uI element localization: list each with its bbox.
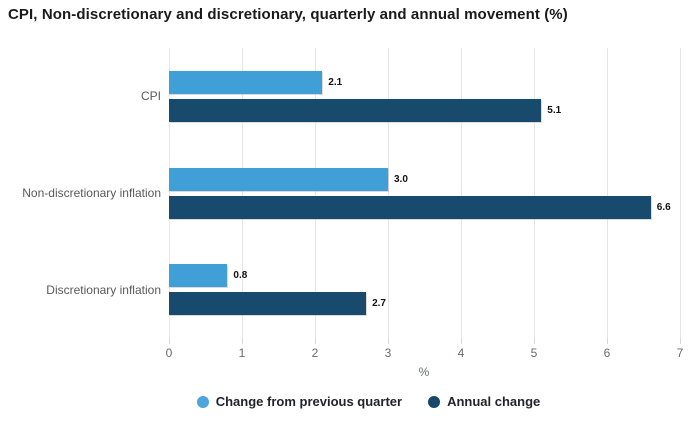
legend-item-change-from-previous-quarter[interactable]: Change from previous quarter bbox=[196, 394, 403, 409]
x-axis-title: % bbox=[418, 365, 430, 379]
x-axis-tick bbox=[315, 338, 316, 344]
gridline bbox=[169, 48, 170, 338]
bar-change-from-previous-quarter[interactable] bbox=[169, 70, 323, 94]
x-axis-tick bbox=[534, 338, 535, 344]
x-tick-label: 2 bbox=[311, 346, 319, 360]
x-axis-tick bbox=[388, 338, 389, 344]
x-tick-label: 5 bbox=[530, 346, 538, 360]
category-label: CPI bbox=[140, 89, 161, 104]
x-tick-label: 6 bbox=[603, 346, 611, 360]
bar-value-label: 6.6 bbox=[656, 201, 671, 213]
x-axis-tick bbox=[242, 338, 243, 344]
bar-value-label: 2.7 bbox=[372, 298, 386, 310]
x-axis-tick bbox=[680, 338, 681, 344]
bar-change-from-previous-quarter[interactable] bbox=[169, 264, 228, 288]
category-label: Discretionary inflation bbox=[46, 282, 161, 297]
chart-title: CPI, Non-discretionary and discretionary… bbox=[8, 6, 568, 23]
x-tick-label: 4 bbox=[457, 346, 465, 360]
legend-item-annual-change[interactable]: Annual change bbox=[428, 394, 540, 409]
legend-item-label: Annual change bbox=[447, 394, 541, 409]
bar-annual-change[interactable] bbox=[169, 98, 542, 122]
x-axis-tick bbox=[169, 338, 170, 344]
legend-item-label: Change from previous quarter bbox=[215, 394, 403, 409]
gridline bbox=[607, 48, 608, 338]
gridline bbox=[461, 48, 462, 338]
x-tick-label: 3 bbox=[384, 346, 392, 360]
x-axis-tick bbox=[461, 338, 462, 344]
bar-value-label: 0.8 bbox=[233, 270, 248, 282]
x-tick-label: 1 bbox=[238, 346, 246, 360]
gridline bbox=[388, 48, 389, 338]
gridline bbox=[680, 48, 681, 338]
legend-marker-icon bbox=[196, 395, 209, 408]
bar-value-label: 2.1 bbox=[328, 76, 343, 88]
plot-area: 2.1 5.1 3.0 6.6 0.8 2.7 bbox=[169, 48, 681, 338]
bar-change-from-previous-quarter[interactable] bbox=[169, 167, 388, 191]
category-label: Non-discretionary inflation bbox=[22, 186, 161, 200]
bar-annual-change[interactable] bbox=[169, 292, 367, 316]
bar-value-label: 3.0 bbox=[394, 173, 408, 185]
x-tick-label: 0 bbox=[165, 346, 173, 360]
legend-marker-icon bbox=[428, 395, 441, 408]
gridline bbox=[534, 48, 535, 338]
x-tick-label: 7 bbox=[676, 346, 684, 360]
gridline bbox=[315, 48, 316, 338]
x-axis-tick bbox=[607, 338, 608, 344]
bar-annual-change[interactable] bbox=[169, 195, 651, 219]
gridline bbox=[242, 48, 243, 338]
legend: Change from previous quarter Annual chang… bbox=[0, 394, 697, 409]
bar-value-label: 5.1 bbox=[547, 104, 562, 116]
